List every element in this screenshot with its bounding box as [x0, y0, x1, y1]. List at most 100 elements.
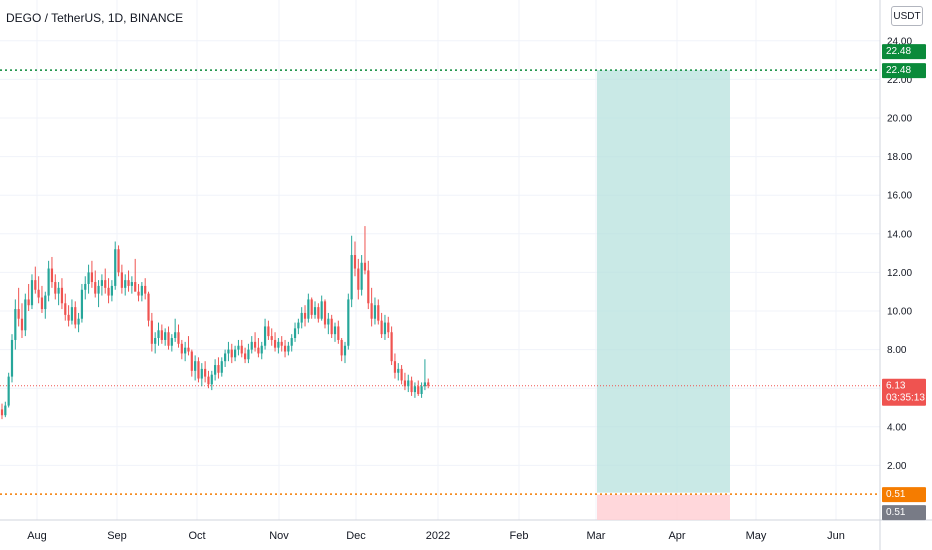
candle-body: [164, 332, 167, 340]
candle-body: [167, 332, 170, 346]
candle-body: [160, 330, 163, 340]
last-price-label: 03:35:13: [886, 393, 925, 404]
candle-body: [80, 289, 84, 319]
candle-body: [303, 312, 307, 319]
candle-body: [34, 280, 37, 290]
candle-body: [387, 322, 390, 333]
candle-body: [333, 326, 337, 335]
candle-body: [313, 307, 317, 315]
candle-body: [293, 328, 297, 339]
candle-body: [147, 293, 150, 321]
candle-body: [343, 345, 347, 356]
candle-body: [154, 338, 157, 344]
candle-body: [47, 268, 50, 296]
candle-body: [410, 380, 413, 393]
candle-body: [197, 361, 200, 379]
candle-body: [64, 303, 67, 315]
candle-body: [107, 287, 110, 296]
candle-body: [380, 320, 383, 335]
candle-body: [40, 297, 44, 310]
y-tick-label: 24.00: [887, 36, 912, 47]
candle-body: [397, 368, 400, 373]
profit-zone[interactable]: [597, 70, 730, 493]
y-tick-label: 12.00: [887, 268, 912, 279]
candle-body: [287, 345, 290, 352]
candle-body: [54, 282, 57, 294]
candle-body: [77, 318, 80, 325]
candle-body: [130, 282, 133, 286]
y-tick-label: 8.00: [887, 345, 907, 356]
candle-body: [214, 365, 217, 375]
candle-body: [340, 339, 343, 356]
candle-body: [280, 341, 283, 346]
candle-body: [240, 345, 243, 354]
candle-body: [420, 386, 423, 394]
candle-body: [104, 280, 107, 288]
candle-body: [270, 336, 273, 340]
candle-body: [267, 326, 270, 337]
y-tick-label: 10.00: [887, 307, 912, 318]
candle-body: [84, 283, 87, 290]
target-price-label: 22.48: [886, 46, 911, 57]
candle-body: [310, 299, 313, 315]
x-tick-label: Mar: [587, 530, 606, 542]
y-tick-label: 22.00: [887, 75, 912, 86]
candle-body: [363, 262, 367, 271]
x-tick-label: Sep: [107, 530, 127, 542]
candle-body: [377, 305, 380, 321]
candle-body: [127, 280, 130, 286]
candle-body: [290, 338, 293, 346]
candle-body: [180, 343, 183, 354]
candle-body: [417, 386, 420, 394]
candle-body: [263, 326, 267, 346]
stop-price-label: 0.51: [886, 489, 906, 500]
candle-body: [224, 353, 227, 362]
candle-body: [170, 338, 173, 346]
x-tick-label: Jun: [827, 530, 845, 542]
candle-body: [0, 409, 4, 416]
candle-body: [4, 405, 7, 416]
candle-body: [327, 318, 330, 325]
candle-body: [403, 380, 407, 387]
candle-body: [230, 349, 233, 358]
candle-body: [283, 345, 287, 352]
candle-body: [184, 347, 187, 354]
candle-body: [250, 341, 253, 350]
last-price-label: 6.13: [886, 381, 906, 392]
currency-unit-button[interactable]: USDT: [891, 6, 923, 26]
chart-title: DEGO / TetherUS, 1D, BINANCE: [6, 11, 184, 25]
x-tick-label: Apr: [668, 530, 685, 542]
candle-body: [187, 347, 190, 352]
candle-body: [413, 386, 417, 393]
candle-body: [144, 285, 147, 294]
candle-body: [190, 351, 193, 371]
candle-body: [100, 280, 103, 286]
candle-body: [174, 332, 177, 339]
target-price-label-2-bg: [882, 63, 926, 79]
candle-body: [330, 318, 333, 335]
x-tick-label: Nov: [269, 530, 289, 542]
candle-body: [243, 353, 247, 360]
candle-body: [383, 322, 387, 335]
candle-body: [370, 303, 373, 319]
candle-body: [307, 299, 310, 319]
candle-body: [427, 382, 430, 386]
last-price-label-bg: [882, 378, 926, 406]
stop-loss-zone[interactable]: [597, 494, 730, 520]
candle-body: [353, 255, 357, 269]
candle-body: [204, 368, 207, 377]
target-price-label-2: 22.48: [886, 65, 911, 76]
candle-body: [300, 312, 303, 323]
candle-body: [57, 287, 60, 294]
candle-body: [137, 291, 140, 296]
candle-body: [407, 380, 410, 387]
candle-body: [400, 368, 403, 381]
candle-body: [194, 361, 197, 371]
candle-body: [114, 249, 117, 286]
candle-body: [90, 272, 94, 283]
candle-body: [14, 309, 17, 340]
candle-body: [360, 262, 363, 290]
candle-body: [234, 349, 237, 358]
candle-body: [260, 345, 263, 354]
